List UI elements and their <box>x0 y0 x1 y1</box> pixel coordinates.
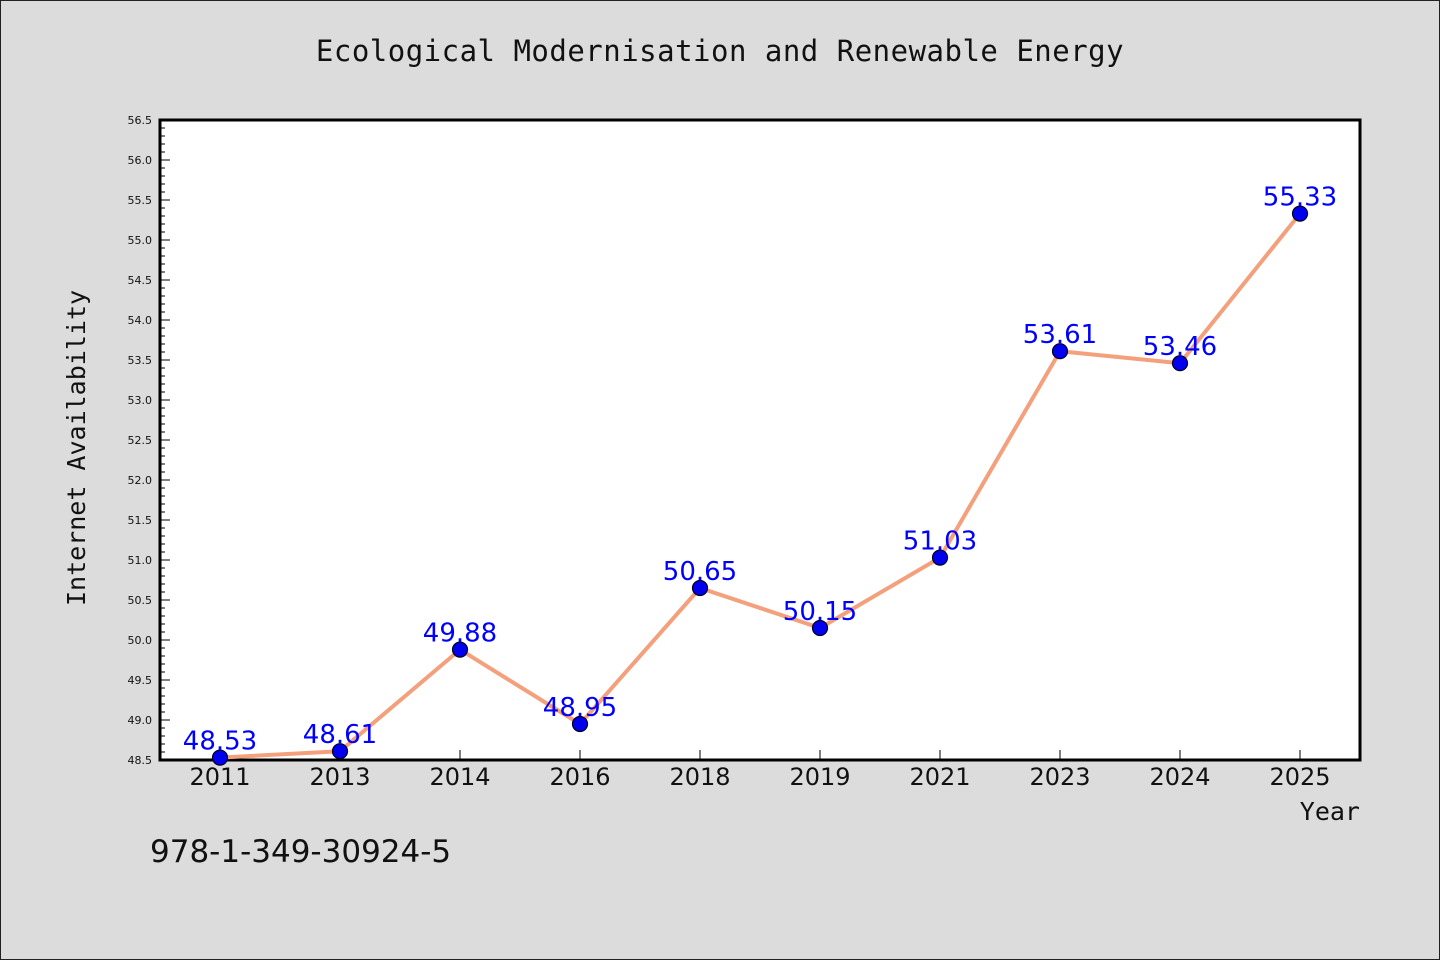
data-point <box>1171 355 1189 372</box>
footer-text: 978-1-349-30924-5 <box>150 834 452 870</box>
y-tick-label: 52.5 <box>128 434 153 447</box>
y-tick-label: 54.0 <box>128 314 153 327</box>
y-tick-label: 49.5 <box>128 674 153 687</box>
data-point <box>211 749 229 766</box>
x-tick-label: 2018 <box>669 763 730 791</box>
series-line <box>219 212 1302 760</box>
data-point <box>1051 343 1069 360</box>
x-tick-label: 2024 <box>1149 763 1210 791</box>
x-tick-label: 2016 <box>549 763 610 791</box>
data-point <box>331 743 349 760</box>
x-axis: 2011 2013 2014 2016 2018 2019 2021 2023 2024 2025 <box>189 750 1331 791</box>
y-tick-label: 51.5 <box>128 514 153 527</box>
y-tick-label: 49.0 <box>128 714 153 727</box>
x-tick-label: 2011 <box>189 763 250 791</box>
y-tick-label: 52.0 <box>128 474 153 487</box>
y-axis-label: Internet Availability <box>62 290 91 606</box>
y-tick-label: 50.5 <box>128 594 153 607</box>
y-tick-label: 55.5 <box>128 194 153 207</box>
x-axis-label: Year <box>1300 797 1360 826</box>
data-labels: 48.53 48.61 49.88 48.95 50.65 50.15 51.03 53.61… <box>183 183 1337 757</box>
data-point <box>931 549 949 566</box>
y-tick-label: 51.0 <box>128 554 153 567</box>
data-label: 49.88 <box>423 619 497 649</box>
x-tick-label: 2023 <box>1029 763 1090 791</box>
y-tick-label: 48.5 <box>128 754 153 767</box>
x-tick-label: 2019 <box>789 763 850 791</box>
data-label: 50.65 <box>663 557 737 587</box>
x-tick-label: 2021 <box>909 763 970 791</box>
x-tick-label: 2014 <box>429 763 490 791</box>
x-tick-label: 2025 <box>1269 763 1330 791</box>
data-point <box>451 641 469 658</box>
data-label: 51.03 <box>903 527 977 557</box>
y-tick-label: 50.0 <box>128 634 153 647</box>
data-label: 55.33 <box>1263 183 1337 213</box>
y-tick-label: 56.0 <box>128 154 153 167</box>
data-point <box>691 579 709 597</box>
data-point <box>811 619 829 637</box>
y-tick-label: 53.5 <box>128 354 153 367</box>
y-axis: 48.5 49.0 49.5 50.0 50.5 51.0 51.5 52.0 52.5 53.0… <box>128 114 170 767</box>
y-tick-label: 54.5 <box>128 274 153 287</box>
data-label: 48.53 <box>183 727 257 757</box>
markers <box>211 205 1309 766</box>
data-label: 53.46 <box>1143 332 1217 362</box>
y-tick-label: 56.5 <box>128 114 153 127</box>
data-label: 48.61 <box>303 720 377 750</box>
data-point <box>1291 205 1309 222</box>
chart-title: Ecological Modernisation and Renewable E… <box>315 34 1125 68</box>
plot-area <box>158 118 1362 762</box>
data-label: 53.61 <box>1023 320 1097 350</box>
x-tick-label: 2013 <box>309 763 370 791</box>
data-label: 48.95 <box>543 693 617 723</box>
data-point <box>571 715 589 733</box>
y-tick-label: 55.0 <box>128 234 153 247</box>
y-tick-label: 53.0 <box>128 394 153 407</box>
data-label: 50.15 <box>783 597 857 627</box>
